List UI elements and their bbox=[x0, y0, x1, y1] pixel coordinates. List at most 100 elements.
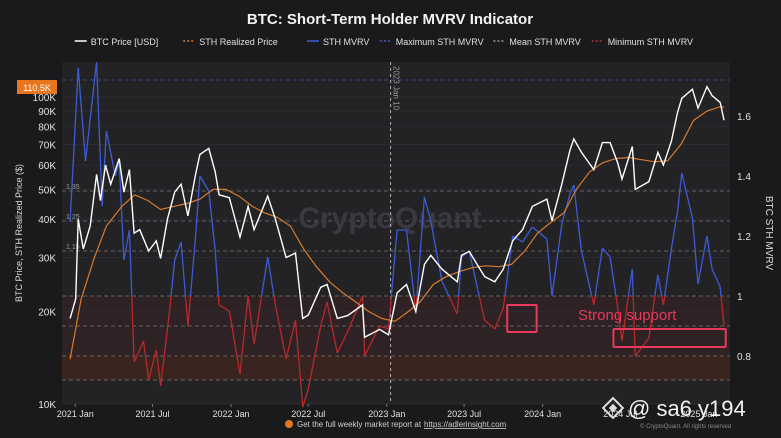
sth-mvrv-segment bbox=[199, 175, 210, 192]
sth-mvrv-segment bbox=[260, 256, 269, 297]
btc-price-line bbox=[69, 85, 725, 339]
sth-mvrv-segment bbox=[148, 349, 157, 381]
sth-mvrv-segment bbox=[294, 319, 304, 408]
sth-mvrv-segment bbox=[218, 304, 230, 312]
sth-mvrv-segment bbox=[522, 226, 533, 243]
sth-mvrv-segment bbox=[441, 280, 450, 297]
sth-mvrv-segment bbox=[569, 184, 575, 195]
band-low-zone bbox=[62, 356, 730, 380]
sth-mvrv-segment bbox=[448, 295, 458, 315]
sth-mvrv-segment bbox=[657, 274, 663, 297]
sth-mvrv-segment bbox=[631, 268, 634, 297]
sth-mvrv-segment bbox=[512, 235, 523, 243]
sth-mvrv-segment bbox=[168, 295, 172, 312]
sth-mvrv-segment bbox=[457, 256, 463, 297]
sth-mvrv-segment bbox=[423, 196, 432, 222]
mvrv-level-label: 1.15 bbox=[66, 244, 80, 251]
footer-text: Get the full weekly market report at bbox=[297, 420, 422, 429]
x-tick-label: 2024 Jul bbox=[603, 409, 637, 419]
legend-label: Maximum STH MVRV bbox=[396, 37, 484, 47]
footer-link[interactable]: https://adlerinsight.com bbox=[424, 420, 507, 429]
sth-mvrv-segment bbox=[706, 235, 713, 270]
sth-mvrv-segment bbox=[546, 238, 553, 297]
sth-mvrv-segment bbox=[662, 295, 666, 306]
x-tick-label: 2023 Jan bbox=[368, 409, 405, 419]
sth-mvrv-segment bbox=[681, 172, 694, 219]
sth-mvrv-segment bbox=[326, 301, 338, 354]
sth-mvrv-segment bbox=[123, 229, 131, 261]
y-tick-label: 50K bbox=[38, 185, 56, 196]
y-tick-label: 80K bbox=[38, 123, 56, 134]
legend-label: STH Realized Price bbox=[199, 37, 278, 47]
sth-mvrv-segment bbox=[456, 295, 460, 315]
sth-mvrv-segment bbox=[128, 229, 133, 297]
sth-mvrv-segment bbox=[601, 247, 611, 258]
sth-mvrv-segment bbox=[621, 295, 630, 342]
annotation-label: 2023 Jan 10 bbox=[392, 66, 401, 111]
sth-mvrv-segment bbox=[670, 211, 679, 249]
support-box bbox=[506, 304, 538, 333]
y-tick-label: 60K bbox=[38, 161, 56, 172]
sth-mvrv-segment bbox=[387, 295, 393, 330]
sth-mvrv-segment bbox=[711, 268, 721, 288]
sth-mvrv-segment bbox=[239, 295, 249, 375]
y-tick-label: 100K bbox=[33, 93, 57, 104]
y2-tick-label: 0.8 bbox=[737, 352, 751, 363]
sth-mvrv-segment bbox=[617, 307, 623, 342]
y-tick-label: 20K bbox=[38, 308, 56, 319]
sth-mvrv-segment bbox=[285, 319, 297, 360]
sth-mvrv-segment bbox=[484, 319, 496, 330]
support-boxes bbox=[506, 304, 727, 348]
sth-mvrv-segment bbox=[531, 226, 548, 240]
footer-attribution: © CryptoQuant. All rights reserved bbox=[640, 423, 731, 430]
mvrv-level-label: 1.25 bbox=[66, 214, 80, 221]
legend-label: BTC Price [USD] bbox=[91, 37, 159, 47]
y2-tick-label: 1.4 bbox=[737, 172, 751, 183]
y-tick-label: 10K bbox=[38, 400, 56, 411]
sth-mvrv-segment bbox=[416, 196, 426, 297]
sth-mvrv-segment bbox=[648, 295, 656, 339]
x-tick-label: 2022 Jul bbox=[291, 409, 325, 419]
support-label: Strong support bbox=[578, 307, 677, 324]
sth-mvrv-segment bbox=[194, 175, 201, 237]
y-tick-label: 40K bbox=[38, 215, 56, 226]
sth-mvrv-segment bbox=[627, 268, 633, 297]
sth-mvrv-segment bbox=[379, 325, 389, 330]
date-annotation: 2023 Jan 10 bbox=[390, 62, 401, 404]
mvrv-level-label: 1.35 bbox=[66, 184, 80, 191]
sth-mvrv-segment bbox=[615, 295, 619, 309]
sth-mvrv-segment bbox=[77, 67, 87, 162]
sth-mvrv-segment bbox=[720, 295, 725, 327]
sth-mvrv-segment bbox=[502, 295, 506, 309]
sth-mvrv-segment bbox=[159, 310, 171, 387]
sth-mvrv-segment bbox=[676, 172, 683, 213]
x-tick-label: 2021 Jul bbox=[135, 409, 169, 419]
sth-mvrv-segment bbox=[320, 301, 328, 327]
sth-mvrv-segment bbox=[133, 340, 145, 363]
mvrv-level-lines: 1.35 1.25 1.15 bbox=[62, 79, 730, 381]
current-price-badge bbox=[17, 80, 57, 94]
sth-mvrv-segment bbox=[573, 184, 583, 252]
sth-mvrv-segment bbox=[307, 325, 322, 390]
sth-mvrv-segment bbox=[267, 256, 275, 297]
y2-tick-label: 1.6 bbox=[737, 112, 751, 123]
y2-tick-label: 1 bbox=[737, 292, 743, 303]
chart-title: BTC: Short-Term Holder MVRV Indicator bbox=[247, 11, 533, 28]
y2-tick-label: 1.2 bbox=[737, 232, 751, 243]
sth-mvrv-segment bbox=[228, 310, 241, 375]
sth-mvrv-segment bbox=[170, 259, 176, 297]
sth-mvrv-segment bbox=[593, 295, 596, 306]
sth-mvrv-segment bbox=[131, 295, 135, 363]
sth-mvrv-segment bbox=[217, 295, 220, 306]
sth-mvrv-segment bbox=[84, 61, 98, 162]
overlay-handle: @ sa6 y194 bbox=[628, 396, 746, 421]
sth-mvrv-segment bbox=[187, 295, 192, 327]
sth-mvrv-segment bbox=[719, 286, 722, 297]
sth-mvrv-segment bbox=[155, 349, 162, 387]
sth-mvrv-segment bbox=[95, 61, 103, 207]
sth-mvrv-segment bbox=[664, 247, 673, 297]
sth-mvrv-segment bbox=[336, 331, 349, 354]
sth-mvrv-segment bbox=[346, 295, 364, 333]
sth-mvrv-segment bbox=[390, 229, 398, 297]
